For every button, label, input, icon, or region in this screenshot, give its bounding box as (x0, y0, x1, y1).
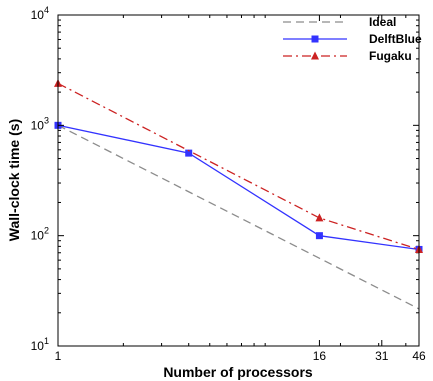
x-axis-title: Number of processors (163, 364, 313, 380)
data-point-square (315, 232, 323, 240)
series-line-ideal (57, 124, 420, 310)
y-tick-label: 103 (31, 115, 49, 132)
series-layer (54, 78, 423, 310)
x-tick-label: 16 (313, 349, 327, 363)
legend-label: Fugaku (369, 49, 412, 63)
legend-label: Ideal (369, 15, 396, 29)
y-tick-label: 101 (31, 336, 49, 353)
data-point-square (311, 35, 319, 43)
data-point-triangle (315, 213, 324, 222)
y-axis-title: Wall-clock time (s) (6, 119, 22, 241)
series-line-delftblue (57, 124, 420, 251)
series-line-fugaku (57, 82, 420, 251)
x-tick-label: 46 (412, 349, 426, 363)
minor-ticks (58, 15, 419, 346)
y-axis-ticks: 101 102 103 104 (31, 5, 419, 353)
y-tick-label: 102 (31, 226, 49, 243)
y-tick-label: 104 (31, 5, 49, 22)
x-tick-label: 31 (375, 349, 389, 363)
data-point-square (185, 149, 193, 157)
data-point-triangle (311, 51, 319, 60)
x-axis-ticks: 1 16 31 46 (55, 15, 426, 363)
legend-label: DelftBlue (369, 32, 422, 46)
x-tick-label: 1 (55, 349, 62, 363)
legend: Ideal DelftBlue Fugaku (283, 15, 422, 63)
plot-frame (57, 14, 420, 347)
